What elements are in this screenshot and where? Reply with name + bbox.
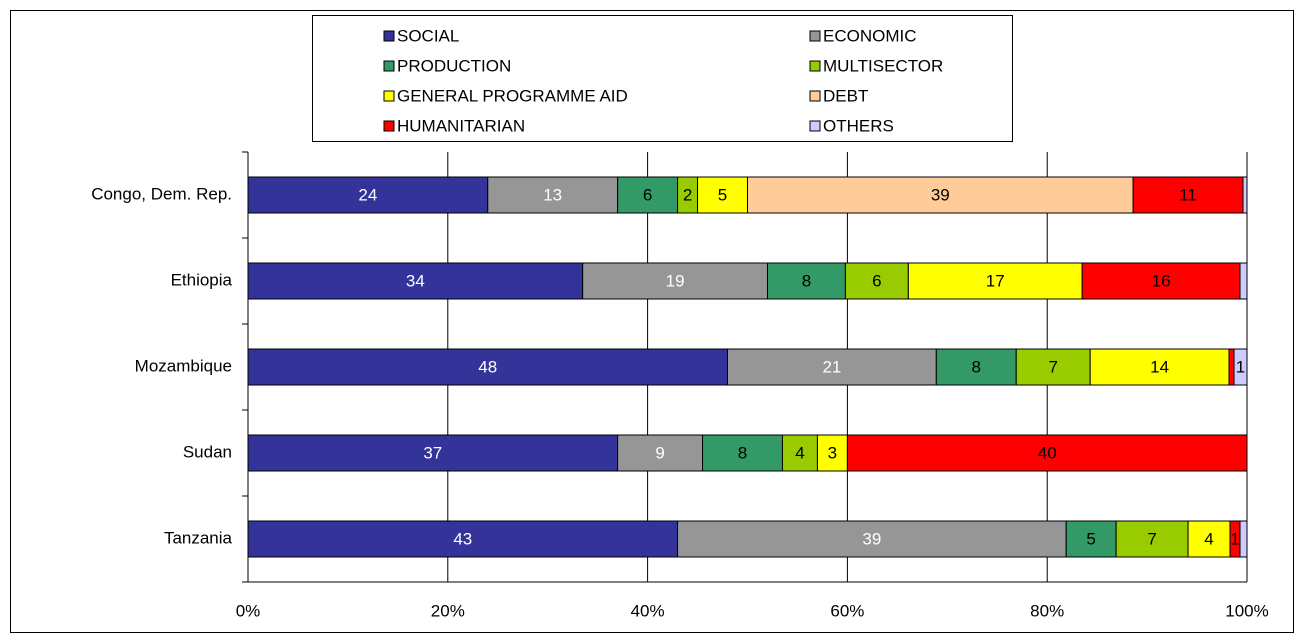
data-label: 6 [872,271,881,290]
data-label: 4 [795,443,804,462]
legend-swatch [809,30,821,42]
x-tick-label: 100% [1225,601,1268,620]
data-label: 11 [1179,185,1197,204]
legend-box [312,15,1013,142]
legend-swatch [383,60,395,72]
bar-segment [1239,262,1248,300]
data-label: 39 [931,185,950,204]
data-label: 8 [972,357,981,376]
legend-swatch [383,120,395,132]
bar-segment [1239,520,1248,558]
legend-label: SOCIAL [397,26,459,45]
x-tick-label: 60% [830,601,864,620]
bar-segment [747,176,1134,214]
y-tick-label: Mozambique [135,356,232,375]
bar-segment [1187,520,1231,558]
data-label: 39 [862,529,881,548]
y-tick-label: Congo, Dem. Rep. [91,184,232,203]
bar-segment [247,520,679,558]
data-label: 19 [666,271,685,290]
legend-swatch [383,30,395,42]
y-tick-label: Sudan [183,442,232,461]
data-label: 8 [802,271,811,290]
data-label: 7 [1147,529,1156,548]
bar-segment [1132,176,1244,214]
legend-swatch [383,90,395,102]
data-label: 40 [1038,443,1057,462]
legend-label: MULTISECTOR [823,56,943,75]
legend-label: HUMANITARIAN [397,116,525,135]
data-label: 48 [478,357,497,376]
bar-segment [617,434,704,472]
x-tick-label: 0% [236,601,261,620]
data-label: 4 [1204,529,1213,548]
data-label: 7 [1048,357,1057,376]
legend-label: PRODUCTION [397,56,511,75]
bar-segment [846,434,1248,472]
data-label: 3 [828,443,837,462]
data-label: 2 [683,185,692,204]
y-tick-label: Ethiopia [171,270,233,289]
data-label: 16 [1152,271,1171,290]
data-label: 34 [406,271,425,290]
legend-label: ECONOMIC [823,26,917,45]
bar-segment [1228,348,1235,386]
legend-label: DEBT [823,86,868,105]
bar-segment [1115,520,1189,558]
legend-label: GENERAL PROGRAMME AID [397,86,628,105]
bar-segment [697,176,748,214]
data-label: 9 [655,443,664,462]
data-label: 1 [1236,357,1245,376]
legend-label: OTHERS [823,116,894,135]
bar-segment [247,434,619,472]
data-label: 43 [453,529,472,548]
bar-segment [247,348,729,386]
data-label: 6 [643,185,652,204]
x-tick-label: 40% [631,601,665,620]
data-label: 17 [986,271,1005,290]
data-label: 14 [1150,357,1169,376]
data-label: 13 [543,185,562,204]
data-label: 21 [822,357,841,376]
x-tick-label: 20% [431,601,465,620]
bar-segment [935,348,1017,386]
data-label: 37 [423,443,442,462]
y-tick-label: Tanzania [164,528,233,547]
bar-segment [781,434,818,472]
bar-segment [677,520,1067,558]
data-label: 8 [738,443,747,462]
data-label: 1 [1230,529,1239,548]
bar-segment [247,262,584,300]
x-tick-label: 80% [1030,601,1064,620]
bar-segment [247,176,489,214]
bar-segment [727,348,937,386]
bar-segment [702,434,783,472]
bar-segment [1242,176,1248,214]
data-label: 5 [1086,529,1095,548]
bar-segment [582,262,768,300]
data-label: 5 [718,185,727,204]
bar-segment [1015,348,1091,386]
bar-segment [1089,348,1230,386]
legend-swatch [809,90,821,102]
legend-swatch [809,120,821,132]
bar-segment [1233,348,1248,386]
bar-segment [766,262,846,300]
data-label: 24 [358,185,377,204]
legend-swatch [809,60,821,72]
